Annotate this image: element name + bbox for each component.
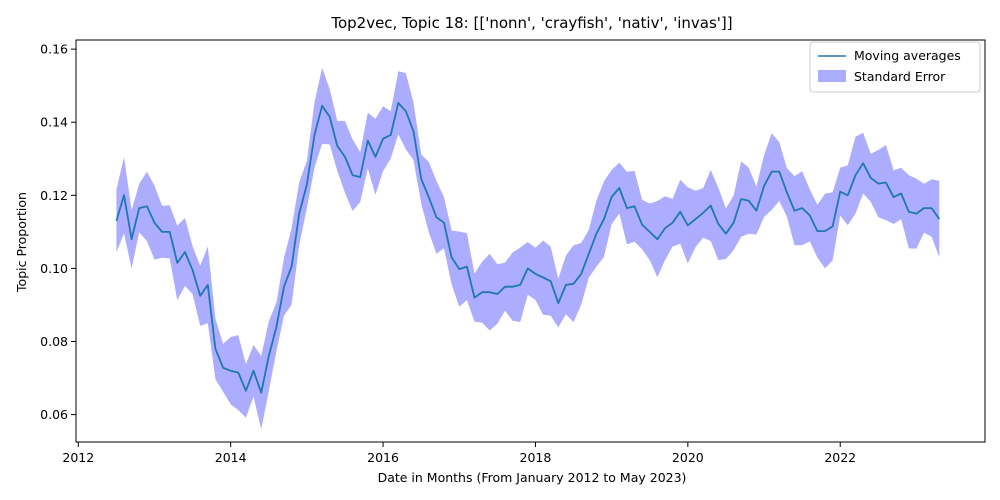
x-axis-label: Date in Months (From January 2012 to May… (378, 470, 687, 485)
y-tick-label: 0.16 (40, 42, 68, 57)
plot-frame (75, 39, 986, 443)
legend: Moving averages Standard Error (809, 41, 981, 93)
legend-band-swatch (818, 70, 846, 82)
standard-error-band (116, 67, 940, 430)
y-axis-label: Topic Proportion (14, 192, 29, 293)
x-tick-label: 2018 (520, 450, 552, 465)
x-tick-label: 2012 (62, 450, 94, 465)
legend-box (809, 41, 981, 93)
y-tick-label: 0.12 (40, 188, 68, 203)
legend-label-moving-averages: Moving averages (854, 48, 961, 63)
x-tick-label: 2014 (215, 450, 247, 465)
plot-area (75, 39, 986, 443)
y-tick-label: 0.08 (40, 334, 68, 349)
y-axis: 0.06 0.08 0.10 0.12 0.14 0.16 (40, 42, 76, 422)
x-tick-label: 2022 (824, 450, 856, 465)
y-tick-label: 0.10 (40, 261, 68, 276)
x-tick-label: 2020 (672, 450, 704, 465)
chart-title: Top2vec, Topic 18: [['nonn', 'crayfish',… (330, 14, 732, 32)
y-tick-label: 0.14 (40, 115, 68, 130)
y-tick-label: 0.06 (40, 407, 68, 422)
legend-label-standard-error: Standard Error (854, 69, 946, 84)
x-tick-label: 2016 (367, 450, 399, 465)
x-axis: 2012 2014 2016 2018 2020 2022 (62, 442, 856, 465)
moving-averages-line (115, 102, 941, 394)
